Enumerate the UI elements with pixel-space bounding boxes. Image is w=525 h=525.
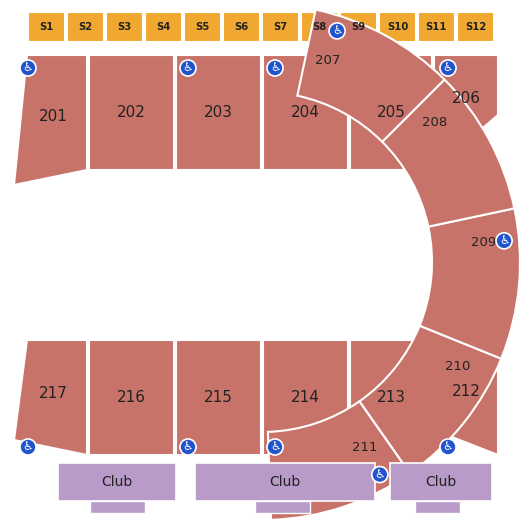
Text: 207: 207 xyxy=(315,54,340,67)
Text: 212: 212 xyxy=(452,384,480,399)
Wedge shape xyxy=(419,208,520,359)
Polygon shape xyxy=(89,340,174,455)
Text: ♿: ♿ xyxy=(443,61,453,75)
Text: 211: 211 xyxy=(352,441,377,454)
Polygon shape xyxy=(255,501,310,513)
Text: 216: 216 xyxy=(117,390,146,405)
Text: Club: Club xyxy=(101,475,133,489)
Text: ♿: ♿ xyxy=(332,24,342,37)
Text: ♿: ♿ xyxy=(23,61,33,75)
Text: 214: 214 xyxy=(291,390,320,405)
Wedge shape xyxy=(360,326,501,474)
Text: ♿: ♿ xyxy=(183,440,193,454)
Polygon shape xyxy=(418,12,455,42)
Text: S2: S2 xyxy=(78,22,92,32)
Text: S5: S5 xyxy=(195,22,209,32)
Polygon shape xyxy=(262,12,299,42)
Polygon shape xyxy=(434,340,498,455)
Polygon shape xyxy=(263,55,348,170)
Text: S6: S6 xyxy=(234,22,249,32)
Text: S4: S4 xyxy=(156,22,171,32)
Polygon shape xyxy=(176,340,261,455)
Text: Club: Club xyxy=(269,475,301,489)
Polygon shape xyxy=(184,12,221,42)
Text: 213: 213 xyxy=(376,390,405,405)
Polygon shape xyxy=(434,55,498,170)
Text: 217: 217 xyxy=(39,386,68,401)
Text: 210: 210 xyxy=(445,360,471,373)
Text: S1: S1 xyxy=(39,22,54,32)
Polygon shape xyxy=(415,501,460,513)
Text: 208: 208 xyxy=(422,116,447,129)
Polygon shape xyxy=(301,12,338,42)
Text: S10: S10 xyxy=(387,22,408,32)
Polygon shape xyxy=(28,12,65,42)
Polygon shape xyxy=(145,12,182,42)
Polygon shape xyxy=(14,340,87,455)
Text: ♿: ♿ xyxy=(374,468,385,481)
Polygon shape xyxy=(379,12,416,42)
Text: ♿: ♿ xyxy=(270,61,280,75)
Polygon shape xyxy=(390,463,492,501)
Text: 204: 204 xyxy=(291,105,320,120)
Text: ♿: ♿ xyxy=(270,440,280,454)
Polygon shape xyxy=(195,463,375,501)
Text: ♿: ♿ xyxy=(443,440,453,454)
Text: S9: S9 xyxy=(351,22,365,32)
Text: S12: S12 xyxy=(465,22,486,32)
Text: S8: S8 xyxy=(312,22,327,32)
Text: S7: S7 xyxy=(274,22,288,32)
Text: S3: S3 xyxy=(118,22,132,32)
Polygon shape xyxy=(176,55,261,170)
Text: 215: 215 xyxy=(204,390,233,405)
Text: 205: 205 xyxy=(376,105,405,120)
Wedge shape xyxy=(297,9,445,142)
Text: Club: Club xyxy=(425,475,457,489)
Polygon shape xyxy=(350,340,432,455)
Text: 202: 202 xyxy=(117,105,146,120)
Wedge shape xyxy=(268,401,410,520)
Text: ♿: ♿ xyxy=(183,61,193,75)
Polygon shape xyxy=(90,501,145,513)
Polygon shape xyxy=(263,340,348,455)
Polygon shape xyxy=(89,55,174,170)
Polygon shape xyxy=(340,12,377,42)
Text: ♿: ♿ xyxy=(23,440,33,454)
Polygon shape xyxy=(14,55,87,185)
Text: 209: 209 xyxy=(470,236,496,249)
Polygon shape xyxy=(457,12,494,42)
Polygon shape xyxy=(350,55,432,170)
Wedge shape xyxy=(382,80,514,227)
Text: S11: S11 xyxy=(426,22,447,32)
Text: ♿: ♿ xyxy=(499,234,509,247)
Polygon shape xyxy=(58,463,176,501)
Polygon shape xyxy=(67,12,104,42)
Polygon shape xyxy=(223,12,260,42)
Text: 203: 203 xyxy=(204,105,233,120)
Text: 201: 201 xyxy=(39,109,68,124)
Text: 206: 206 xyxy=(452,91,480,106)
Polygon shape xyxy=(106,12,143,42)
